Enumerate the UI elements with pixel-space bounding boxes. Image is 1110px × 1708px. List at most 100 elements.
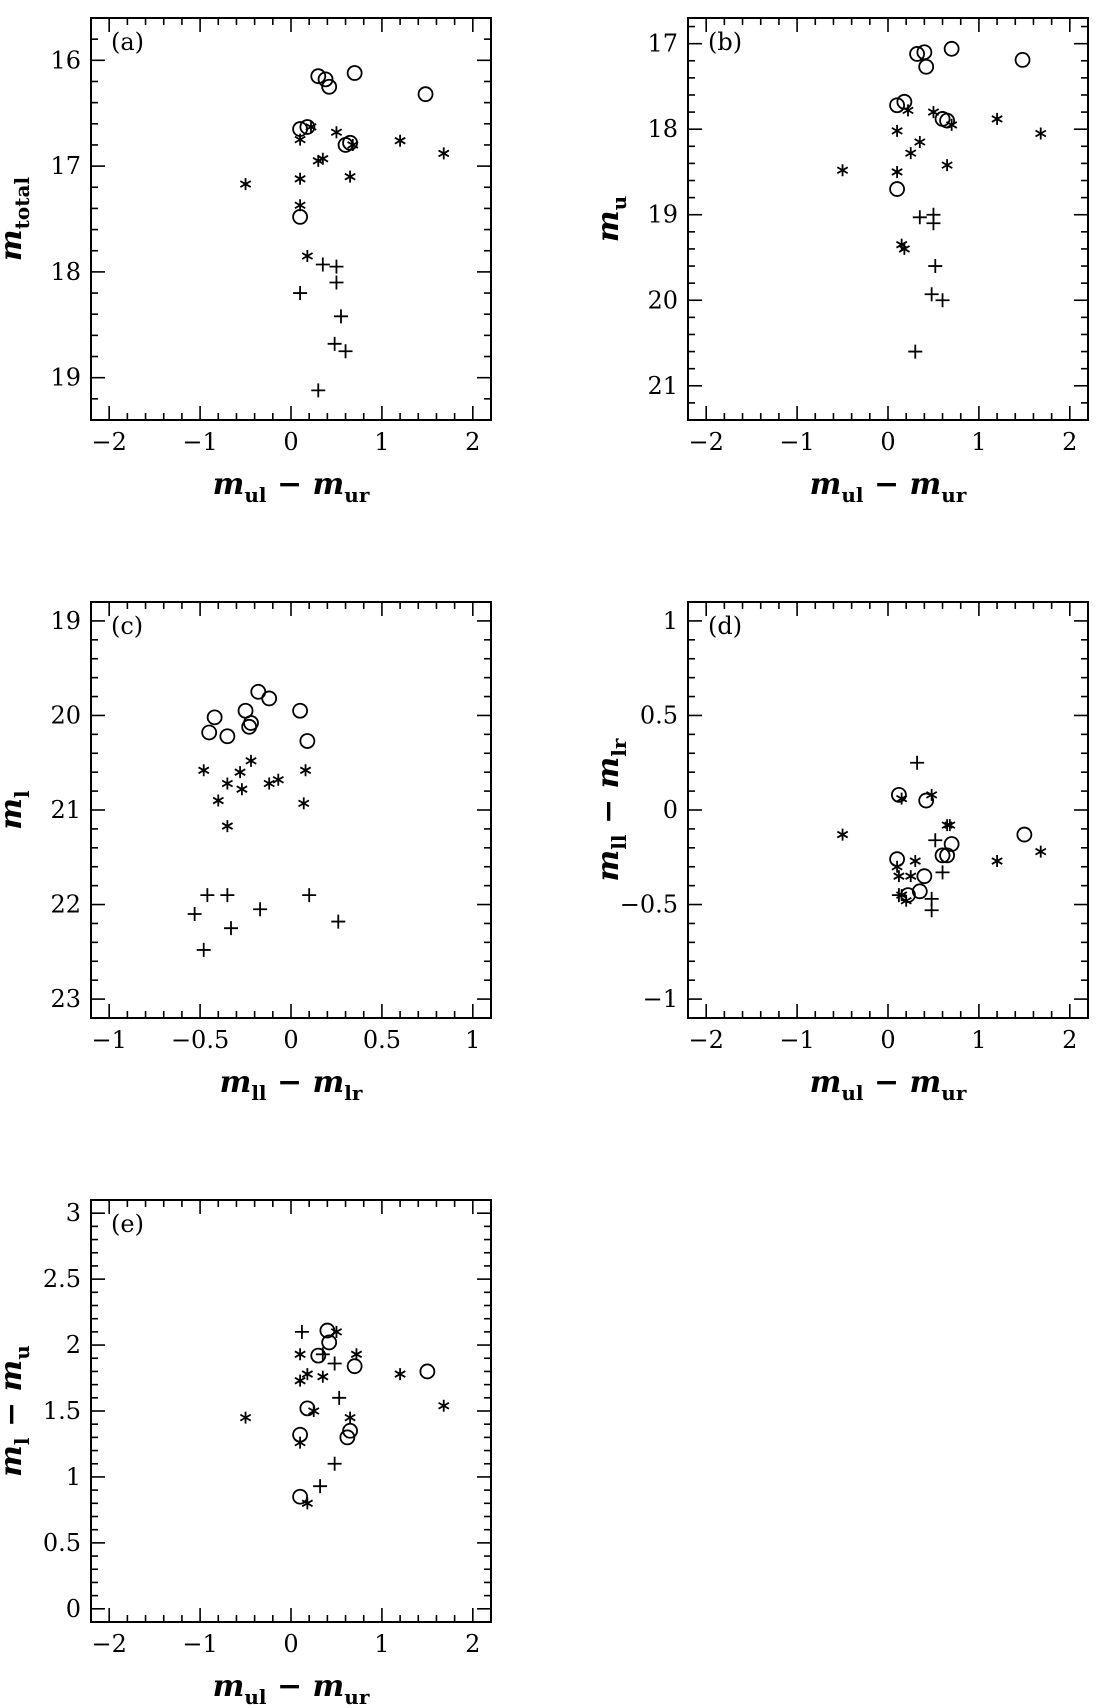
y-tick-label: 20 — [50, 701, 81, 729]
plus-marker — [329, 275, 344, 290]
x-axis-label: mul − mur — [213, 1669, 370, 1708]
y-tick-label: 1 — [663, 607, 678, 635]
star-marker — [308, 1405, 320, 1417]
circle-marker — [201, 724, 218, 741]
plus-marker — [910, 755, 925, 770]
circle-marker — [299, 1400, 316, 1417]
circle-marker — [219, 728, 236, 745]
star-marker — [1035, 845, 1047, 858]
plus-marker — [315, 1347, 330, 1362]
star-marker — [272, 773, 284, 786]
star-marker — [905, 870, 917, 883]
x-tick-label: −1 — [779, 1026, 814, 1054]
axis-label-part-main2: m — [0, 1360, 29, 1392]
plus-marker — [302, 888, 317, 903]
axis-label-part-main2: m — [910, 1065, 942, 1100]
star-marker — [236, 783, 248, 796]
x-tick-label: 1 — [971, 428, 986, 456]
axis-label-part-sub2: lr — [344, 1081, 363, 1105]
star-marker — [927, 106, 940, 119]
star-marker — [221, 820, 234, 833]
star-marker — [245, 754, 257, 767]
plus-marker — [220, 888, 235, 903]
star-marker — [317, 152, 329, 165]
plus-marker — [935, 293, 950, 308]
x-axis-label: mul − mur — [810, 467, 967, 507]
plus-marker — [327, 1356, 342, 1371]
star-marker — [898, 242, 911, 255]
star-marker — [344, 1411, 356, 1424]
circle-marker — [299, 119, 316, 135]
star-marker — [902, 104, 914, 117]
star-marker — [198, 764, 210, 777]
circle-marker — [299, 733, 316, 749]
star-marker — [294, 1348, 306, 1361]
axis-label-part-op: − — [267, 1065, 313, 1100]
axis-label-part-main: m — [0, 229, 29, 261]
y-tick-label: −0.5 — [620, 891, 678, 919]
axis-label-part-sub1: total — [10, 177, 34, 230]
y-tick-label: 0 — [66, 1595, 81, 1623]
star-marker — [914, 136, 926, 149]
axis-label-part-main: m — [0, 798, 29, 830]
plus-marker — [294, 1324, 309, 1339]
circle-marker — [889, 181, 905, 197]
y-tick-label: 1.5 — [43, 1397, 81, 1425]
star-marker — [905, 147, 917, 160]
x-axis-label: mul − mur — [213, 467, 370, 507]
plus-marker — [327, 1456, 342, 1471]
axis-label-part-sub1: ul — [841, 1081, 864, 1105]
star-marker — [394, 1368, 406, 1381]
star-marker — [330, 126, 343, 139]
circle-marker — [310, 1347, 327, 1364]
x-tick-label: −1 — [91, 1026, 126, 1054]
plot-frame — [687, 601, 1089, 1019]
axis-label-part-main: m — [810, 1065, 842, 1100]
y-tick-label: 0.5 — [43, 1529, 81, 1557]
panel-label: (b) — [708, 28, 742, 56]
x-tick-label: −1 — [182, 1630, 217, 1658]
star-marker — [239, 1411, 252, 1424]
plus-marker — [293, 286, 308, 301]
plus-marker — [327, 336, 342, 351]
circle-marker — [342, 1422, 358, 1439]
plus-marker — [315, 257, 330, 272]
plus-marker — [311, 383, 326, 398]
circle-marker — [916, 868, 933, 885]
circle-marker — [1016, 826, 1033, 843]
plus-marker — [253, 902, 268, 917]
star-marker — [891, 860, 903, 873]
plus-marker — [935, 865, 950, 880]
x-tick-label: 1 — [971, 1026, 986, 1054]
y-axis-label: mu — [591, 196, 631, 242]
circle-marker — [346, 1358, 363, 1375]
axis-label-part-op: − — [267, 467, 313, 502]
axis-label-part-sub2: ur — [941, 483, 967, 507]
star-marker — [294, 1374, 306, 1387]
y-tick-label: 2.5 — [43, 1265, 81, 1293]
circle-marker — [292, 208, 308, 225]
axis-label-part-main2: m — [313, 1065, 345, 1100]
x-tick-label: 2 — [465, 428, 480, 456]
star-marker — [294, 199, 306, 212]
star-marker — [299, 764, 312, 777]
star-marker — [301, 1497, 314, 1510]
plus-marker — [924, 287, 939, 302]
star-marker — [239, 178, 252, 191]
y-tick-label: 23 — [50, 985, 81, 1013]
x-tick-label: 1 — [374, 1630, 389, 1658]
plot-frame — [90, 17, 492, 421]
y-tick-label: 16 — [50, 46, 81, 74]
star-marker — [909, 855, 921, 868]
star-marker — [836, 828, 849, 841]
plus-marker — [313, 1479, 328, 1494]
axis-label-part-main2: m — [313, 467, 345, 502]
circle-marker — [417, 86, 434, 103]
x-tick-label: 0 — [283, 1630, 298, 1658]
x-tick-label: −0.5 — [171, 1026, 229, 1054]
x-tick-label: −1 — [779, 428, 814, 456]
